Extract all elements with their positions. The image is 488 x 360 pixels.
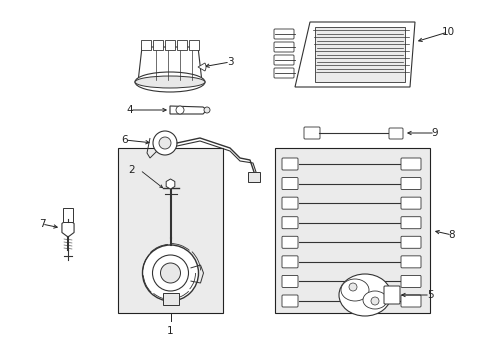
Text: 10: 10 [441,27,454,37]
FancyBboxPatch shape [273,68,293,78]
Ellipse shape [338,274,390,316]
Bar [118,148,223,313]
Circle shape [160,263,180,283]
Bar [153,40,163,50]
Text: 8: 8 [448,230,454,240]
Text: 9: 9 [431,128,437,138]
Bar [247,172,260,182]
Text: 4: 4 [126,105,133,115]
Text: 2: 2 [128,165,135,175]
Ellipse shape [135,76,204,88]
FancyBboxPatch shape [273,55,293,65]
Text: 6: 6 [122,135,128,145]
FancyBboxPatch shape [388,128,402,139]
FancyBboxPatch shape [304,127,319,139]
Bar [177,40,186,50]
FancyBboxPatch shape [400,275,420,287]
FancyBboxPatch shape [282,295,297,307]
FancyBboxPatch shape [400,217,420,229]
Polygon shape [294,22,414,87]
Bar [141,40,151,50]
FancyBboxPatch shape [282,236,297,248]
FancyBboxPatch shape [282,217,297,229]
Polygon shape [170,106,206,114]
Ellipse shape [135,72,204,92]
Text: 3: 3 [226,57,233,67]
FancyBboxPatch shape [400,197,420,209]
FancyBboxPatch shape [400,158,420,170]
Circle shape [203,107,209,113]
Circle shape [370,297,378,305]
FancyBboxPatch shape [282,177,297,190]
Circle shape [152,255,188,291]
Text: 7: 7 [39,219,45,229]
FancyBboxPatch shape [400,236,420,248]
Bar [162,293,178,305]
FancyBboxPatch shape [282,158,297,170]
Circle shape [176,106,183,114]
Bar [189,40,199,50]
FancyBboxPatch shape [400,177,420,190]
FancyBboxPatch shape [383,286,399,304]
Circle shape [142,245,198,301]
Text: 1: 1 [167,326,173,336]
FancyBboxPatch shape [282,256,297,268]
Circle shape [153,131,177,155]
Ellipse shape [340,279,368,301]
Bar [274,148,429,313]
Circle shape [348,283,356,291]
Circle shape [159,137,171,149]
FancyBboxPatch shape [282,275,297,287]
FancyBboxPatch shape [273,29,293,39]
FancyBboxPatch shape [273,42,293,52]
Ellipse shape [362,291,386,309]
FancyBboxPatch shape [400,295,420,307]
Text: 5: 5 [426,290,432,300]
Bar [164,40,175,50]
Bar [63,208,73,222]
Bar [314,27,404,82]
FancyBboxPatch shape [400,256,420,268]
Polygon shape [138,47,202,82]
Wedge shape [198,63,205,71]
FancyBboxPatch shape [282,197,297,209]
Polygon shape [62,219,74,237]
